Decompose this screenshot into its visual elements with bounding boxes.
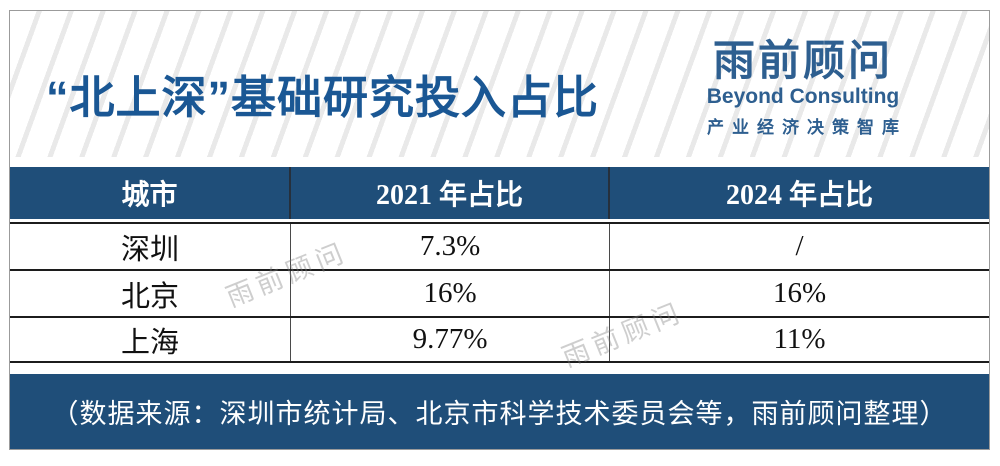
cell-2021-value: 16% (291, 271, 611, 316)
brand-logo-chinese-name: 雨前顾问 (712, 39, 893, 85)
cell-city: 上海 (10, 318, 291, 361)
title-band: “北上深”基础研究投入占比 雨前顾问 Beyond Consulting 产业经… (10, 11, 989, 167)
column-header-2024: 2024 年占比 (726, 180, 874, 211)
source-note-bar: （数据来源：深圳市统计局、北京市科学技术委员会等，雨前顾问整理） (10, 374, 989, 449)
brand-logo-tagline: 产业经济决策智库 (707, 118, 907, 138)
source-note-text: （数据来源：深圳市统计局、北京市科学技术委员会等，雨前顾问整理） (51, 399, 948, 429)
cell-2021-value: 7.3% (291, 224, 611, 269)
brand-logo-english-name: Beyond Consulting (706, 85, 900, 109)
cell-2024-value: 11% (773, 323, 826, 355)
table-row: 北京 16% 16% (10, 269, 989, 316)
infographic-frame: “北上深”基础研究投入占比 雨前顾问 Beyond Consulting 产业经… (9, 10, 990, 450)
data-table: 城市 2021 年占比 2024 年占比 深圳 7.3% / 北京 16% 16… (10, 167, 989, 363)
table-row: 深圳 7.3% / (10, 222, 989, 269)
table-row: 上海 9.77% 11% (10, 316, 989, 363)
table-header-row: 城市 2021 年占比 2024 年占比 (10, 167, 989, 222)
cell-2024-value: 16% (772, 277, 827, 309)
cell-city: 深圳 (10, 224, 291, 269)
page-title: “北上深”基础研究投入占比 (46, 72, 600, 123)
cell-city: 北京 (10, 271, 291, 316)
brand-logo: 雨前顾问 Beyond Consulting 产业经济决策智库 (699, 39, 907, 138)
column-header-city: 城市 (10, 167, 291, 219)
cell-2021-value: 9.77% (291, 318, 611, 361)
cell-2024-value: / (795, 230, 804, 262)
stripe-fade (10, 157, 989, 167)
column-header-2021: 2021 年占比 (291, 167, 611, 219)
